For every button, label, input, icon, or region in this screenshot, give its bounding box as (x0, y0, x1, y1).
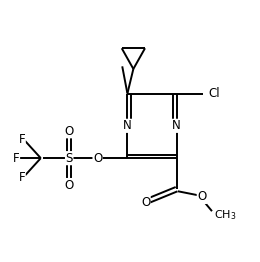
Text: Cl: Cl (208, 87, 220, 100)
Text: O: O (197, 190, 206, 204)
Text: CH$_3$: CH$_3$ (213, 208, 236, 222)
Text: O: O (93, 152, 102, 165)
Text: F: F (18, 171, 25, 184)
Text: S: S (66, 152, 73, 165)
Text: N: N (172, 119, 181, 132)
Text: O: O (64, 178, 74, 192)
Text: F: F (13, 152, 20, 165)
Text: F: F (18, 133, 25, 146)
Text: O: O (141, 196, 150, 209)
Text: O: O (64, 125, 74, 138)
Text: N: N (123, 119, 132, 132)
